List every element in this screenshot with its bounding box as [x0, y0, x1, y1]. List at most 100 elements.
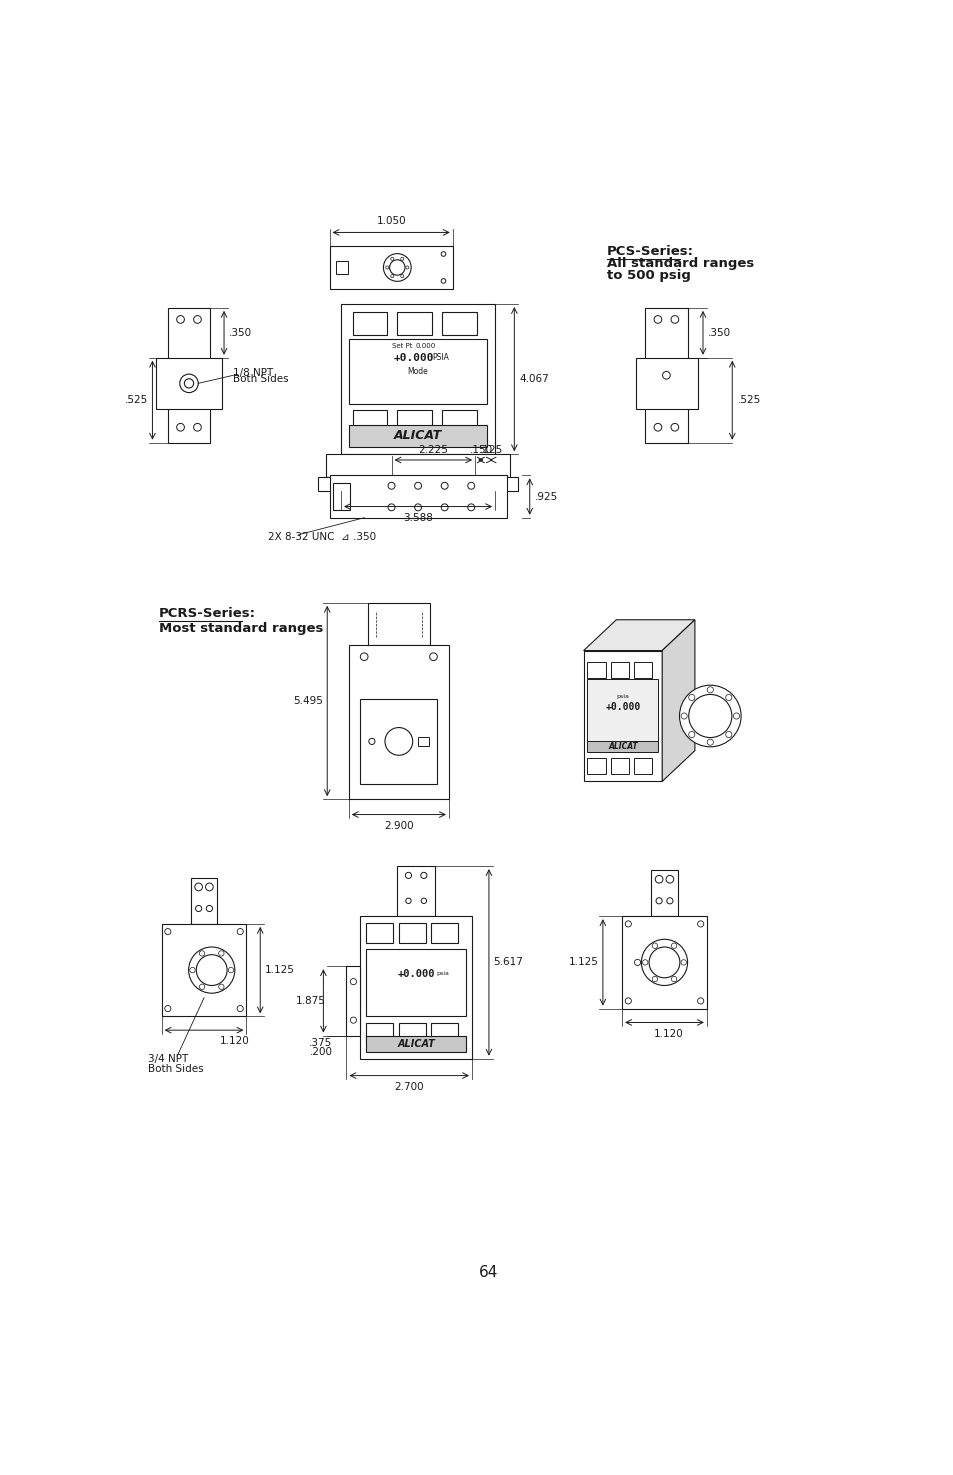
Text: 1.120: 1.120 [219, 1037, 249, 1046]
Circle shape [195, 906, 201, 912]
Text: Both Sides: Both Sides [148, 1063, 203, 1074]
Circle shape [671, 943, 676, 948]
Text: psia: psia [616, 695, 629, 699]
Circle shape [369, 739, 375, 745]
Circle shape [350, 978, 356, 985]
Circle shape [420, 898, 426, 904]
Bar [168, 308, 210, 442]
Circle shape [725, 695, 731, 701]
Circle shape [665, 875, 673, 884]
Bar [366, 1024, 393, 1043]
Text: .125: .125 [479, 444, 502, 454]
Circle shape [415, 504, 421, 510]
Circle shape [662, 372, 670, 379]
Text: ALICAT: ALICAT [394, 429, 442, 442]
Bar [587, 678, 658, 751]
Circle shape [405, 898, 411, 904]
Circle shape [206, 906, 213, 912]
Circle shape [688, 695, 731, 738]
Text: Set Pt: Set Pt [392, 344, 413, 350]
Circle shape [654, 423, 661, 431]
Circle shape [176, 316, 184, 323]
Polygon shape [583, 620, 694, 650]
Circle shape [350, 1018, 356, 1024]
Circle shape [652, 943, 657, 948]
Circle shape [189, 947, 234, 993]
Text: .350: .350 [229, 327, 252, 338]
Circle shape [199, 951, 205, 956]
Circle shape [400, 274, 403, 277]
Circle shape [467, 482, 475, 490]
Bar [396, 866, 435, 916]
Bar [366, 1035, 465, 1053]
Circle shape [237, 1006, 243, 1012]
Circle shape [652, 976, 657, 982]
Circle shape [165, 1006, 171, 1012]
Circle shape [624, 920, 631, 926]
Bar [644, 308, 687, 442]
Text: 0.000: 0.000 [416, 344, 436, 350]
Text: 1.125: 1.125 [265, 965, 294, 975]
Text: Most standard ranges: Most standard ranges [158, 622, 323, 636]
Text: 5.617: 5.617 [493, 957, 523, 968]
Circle shape [680, 960, 686, 965]
Circle shape [389, 260, 405, 276]
Circle shape [656, 898, 661, 904]
Bar [360, 916, 472, 1059]
Text: 1/8 NPT: 1/8 NPT [233, 367, 274, 378]
Circle shape [405, 872, 411, 879]
Text: 3/4 NPT: 3/4 NPT [148, 1053, 188, 1063]
Bar [441, 410, 476, 434]
Circle shape [176, 423, 184, 431]
Bar [398, 923, 425, 943]
Bar [346, 966, 360, 1035]
Circle shape [194, 884, 202, 891]
Text: 3.588: 3.588 [403, 513, 433, 522]
Circle shape [391, 257, 394, 261]
Bar [191, 878, 217, 923]
Circle shape [440, 252, 445, 257]
Text: ALICAT: ALICAT [607, 742, 637, 751]
Circle shape [237, 929, 243, 935]
Bar [349, 339, 487, 404]
Circle shape [218, 984, 224, 990]
Circle shape [400, 257, 403, 261]
Text: +0.000: +0.000 [604, 702, 639, 712]
Text: 1.125: 1.125 [568, 957, 598, 968]
Text: 2.225: 2.225 [418, 444, 448, 454]
Circle shape [725, 732, 731, 738]
Text: .350: .350 [707, 327, 730, 338]
Text: 2X 8-32 UNC  ⊿ .350: 2X 8-32 UNC ⊿ .350 [268, 532, 375, 541]
Text: 64: 64 [478, 1266, 498, 1280]
Text: .525: .525 [125, 395, 148, 406]
Bar [396, 410, 432, 434]
Circle shape [383, 254, 411, 282]
Bar [349, 425, 487, 447]
Circle shape [405, 266, 409, 268]
Bar [366, 923, 393, 943]
Bar [325, 454, 510, 478]
Circle shape [688, 695, 694, 701]
Bar [335, 261, 348, 274]
Text: .200: .200 [310, 1047, 333, 1058]
Text: PSIA: PSIA [433, 354, 449, 363]
Circle shape [670, 423, 678, 431]
Circle shape [388, 482, 395, 490]
Circle shape [420, 872, 427, 879]
Bar [417, 738, 429, 746]
Text: .375: .375 [309, 1038, 333, 1049]
Bar [431, 923, 457, 943]
Polygon shape [661, 620, 694, 782]
Bar [583, 650, 661, 782]
Circle shape [642, 960, 647, 965]
Bar [353, 311, 387, 335]
Text: .525: .525 [737, 395, 760, 406]
Bar [610, 662, 628, 677]
Circle shape [666, 898, 672, 904]
Text: Mode: Mode [407, 367, 428, 376]
Bar [353, 410, 387, 434]
Circle shape [193, 316, 201, 323]
Circle shape [697, 997, 703, 1004]
Circle shape [679, 686, 740, 746]
Circle shape [706, 687, 713, 693]
